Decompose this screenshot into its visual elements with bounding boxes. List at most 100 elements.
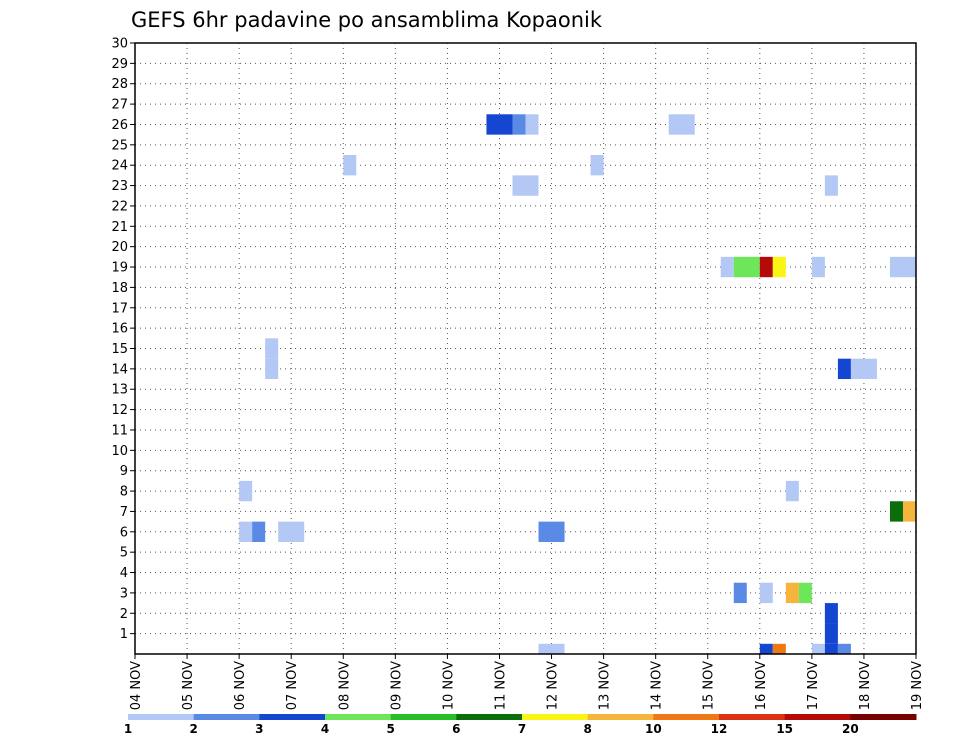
y-tick-label: 28 — [111, 77, 128, 92]
precip-cell — [733, 256, 760, 278]
x-tick-label: 17 NOV — [806, 661, 821, 710]
colorbar-segment — [128, 714, 195, 720]
x-axis: 04 NOV 05 NOV 06 NOV 07 NOV 08 NOV 09 NOV 10 N… — [129, 654, 925, 710]
precip-cell — [265, 338, 279, 359]
colorbar-label: 1 — [124, 722, 132, 736]
y-tick-label: 16 — [111, 322, 128, 337]
y-tick-label: 6 — [120, 525, 128, 540]
y-tick-label: 14 — [111, 362, 128, 377]
colorbar-segment — [456, 714, 523, 720]
x-tick-label: 04 NOV — [129, 661, 144, 710]
y-tick-label: 26 — [111, 118, 128, 133]
y-tick-label: 17 — [111, 301, 128, 316]
y-tick-label: 27 — [111, 98, 128, 113]
y-tick-label: 29 — [111, 57, 128, 72]
x-tick-label: 12 NOV — [546, 661, 561, 710]
colorbar: 1 2 3 4 5 6 7 8 10 12 15 20 — [124, 714, 917, 736]
precip-cell — [785, 480, 799, 502]
precip-cell — [720, 256, 734, 278]
precip-cell — [265, 358, 279, 380]
precip-cell — [525, 114, 539, 135]
colorbar-segment — [522, 714, 589, 720]
y-tick-label: 11 — [111, 423, 128, 438]
precip-cell — [512, 175, 539, 196]
precip-cell — [733, 582, 747, 604]
precip-cell — [824, 175, 838, 196]
precip-cell — [538, 521, 565, 542]
precip-cell — [759, 256, 773, 278]
x-tick-label: 14 NOV — [650, 661, 665, 710]
x-tick-label: 07 NOV — [285, 661, 300, 710]
precip-cell — [889, 256, 916, 278]
y-tick-label: 19 — [111, 261, 128, 276]
precip-cell — [486, 114, 513, 135]
colorbar-segment — [587, 714, 654, 720]
colorbar-label: 10 — [645, 722, 662, 736]
precip-cell — [837, 358, 851, 380]
colorbar-segment — [259, 714, 326, 720]
precip-cell — [902, 501, 916, 522]
y-tick-label: 4 — [120, 566, 128, 581]
colorbar-segment — [325, 714, 392, 720]
y-tick-label: 20 — [111, 240, 128, 255]
precip-cell — [824, 603, 838, 624]
precip-cells — [239, 114, 916, 654]
precip-cell — [239, 480, 253, 502]
colorbar-segment — [784, 714, 851, 720]
x-tick-label: 08 NOV — [337, 661, 352, 710]
colorbar-label: 5 — [386, 722, 394, 736]
x-tick-label: 15 NOV — [702, 661, 717, 710]
x-tick-label: 16 NOV — [754, 661, 769, 710]
colorbar-segment — [850, 714, 917, 720]
precip-cell — [772, 643, 786, 654]
y-tick-label: 25 — [111, 138, 128, 153]
y-tick-label: 21 — [111, 220, 128, 235]
x-tick-label: 13 NOV — [598, 661, 613, 710]
precip-cell — [538, 643, 565, 654]
y-tick-label: 18 — [111, 281, 128, 296]
colorbar-label: 15 — [776, 722, 793, 736]
colorbar-segment — [719, 714, 786, 720]
precip-cell — [590, 155, 604, 176]
colorbar-segment — [193, 714, 260, 720]
y-tick-label: 30 — [111, 37, 128, 52]
y-tick-label: 9 — [120, 464, 128, 479]
y-tick-label: 1 — [120, 627, 128, 642]
colorbar-segment — [653, 714, 720, 720]
colorbar-label: 3 — [255, 722, 263, 736]
precip-cell — [811, 256, 825, 278]
colorbar-label: 20 — [842, 722, 859, 736]
y-tick-label: 8 — [120, 485, 128, 500]
colorbar-label: 2 — [189, 722, 197, 736]
y-tick-label: 2 — [120, 607, 128, 622]
y-axis: 1234567891011121314151617181920212223242… — [111, 37, 135, 642]
y-tick-label: 12 — [111, 403, 128, 418]
precip-cell — [798, 582, 812, 604]
precip-cell — [278, 521, 305, 542]
x-tick-label: 05 NOV — [181, 661, 196, 710]
x-tick-label: 19 NOV — [910, 661, 925, 710]
precip-cell — [889, 501, 903, 522]
precip-cell — [668, 114, 695, 135]
precip-cell — [512, 114, 526, 135]
colorbar-label: 7 — [518, 722, 526, 736]
colorbar-label: 6 — [452, 722, 460, 736]
x-tick-label: 10 NOV — [441, 661, 456, 710]
precip-cell — [850, 358, 877, 380]
precip-cell — [252, 521, 266, 542]
x-tick-label: 11 NOV — [493, 661, 508, 710]
x-tick-label: 06 NOV — [233, 661, 248, 710]
precip-cell — [772, 256, 786, 278]
colorbar-segment — [390, 714, 457, 720]
precip-cell — [785, 582, 799, 604]
y-tick-label: 7 — [120, 505, 128, 520]
precip-cell — [759, 643, 773, 654]
precip-cell — [811, 643, 825, 654]
x-tick-label: 09 NOV — [389, 661, 404, 710]
precip-cell — [759, 582, 773, 604]
chart-title: GEFS 6hr padavine po ansamblima Kopaonik — [131, 8, 603, 32]
colorbar-label: 4 — [321, 722, 329, 736]
precip-cell — [343, 155, 357, 176]
y-tick-label: 10 — [111, 444, 128, 459]
